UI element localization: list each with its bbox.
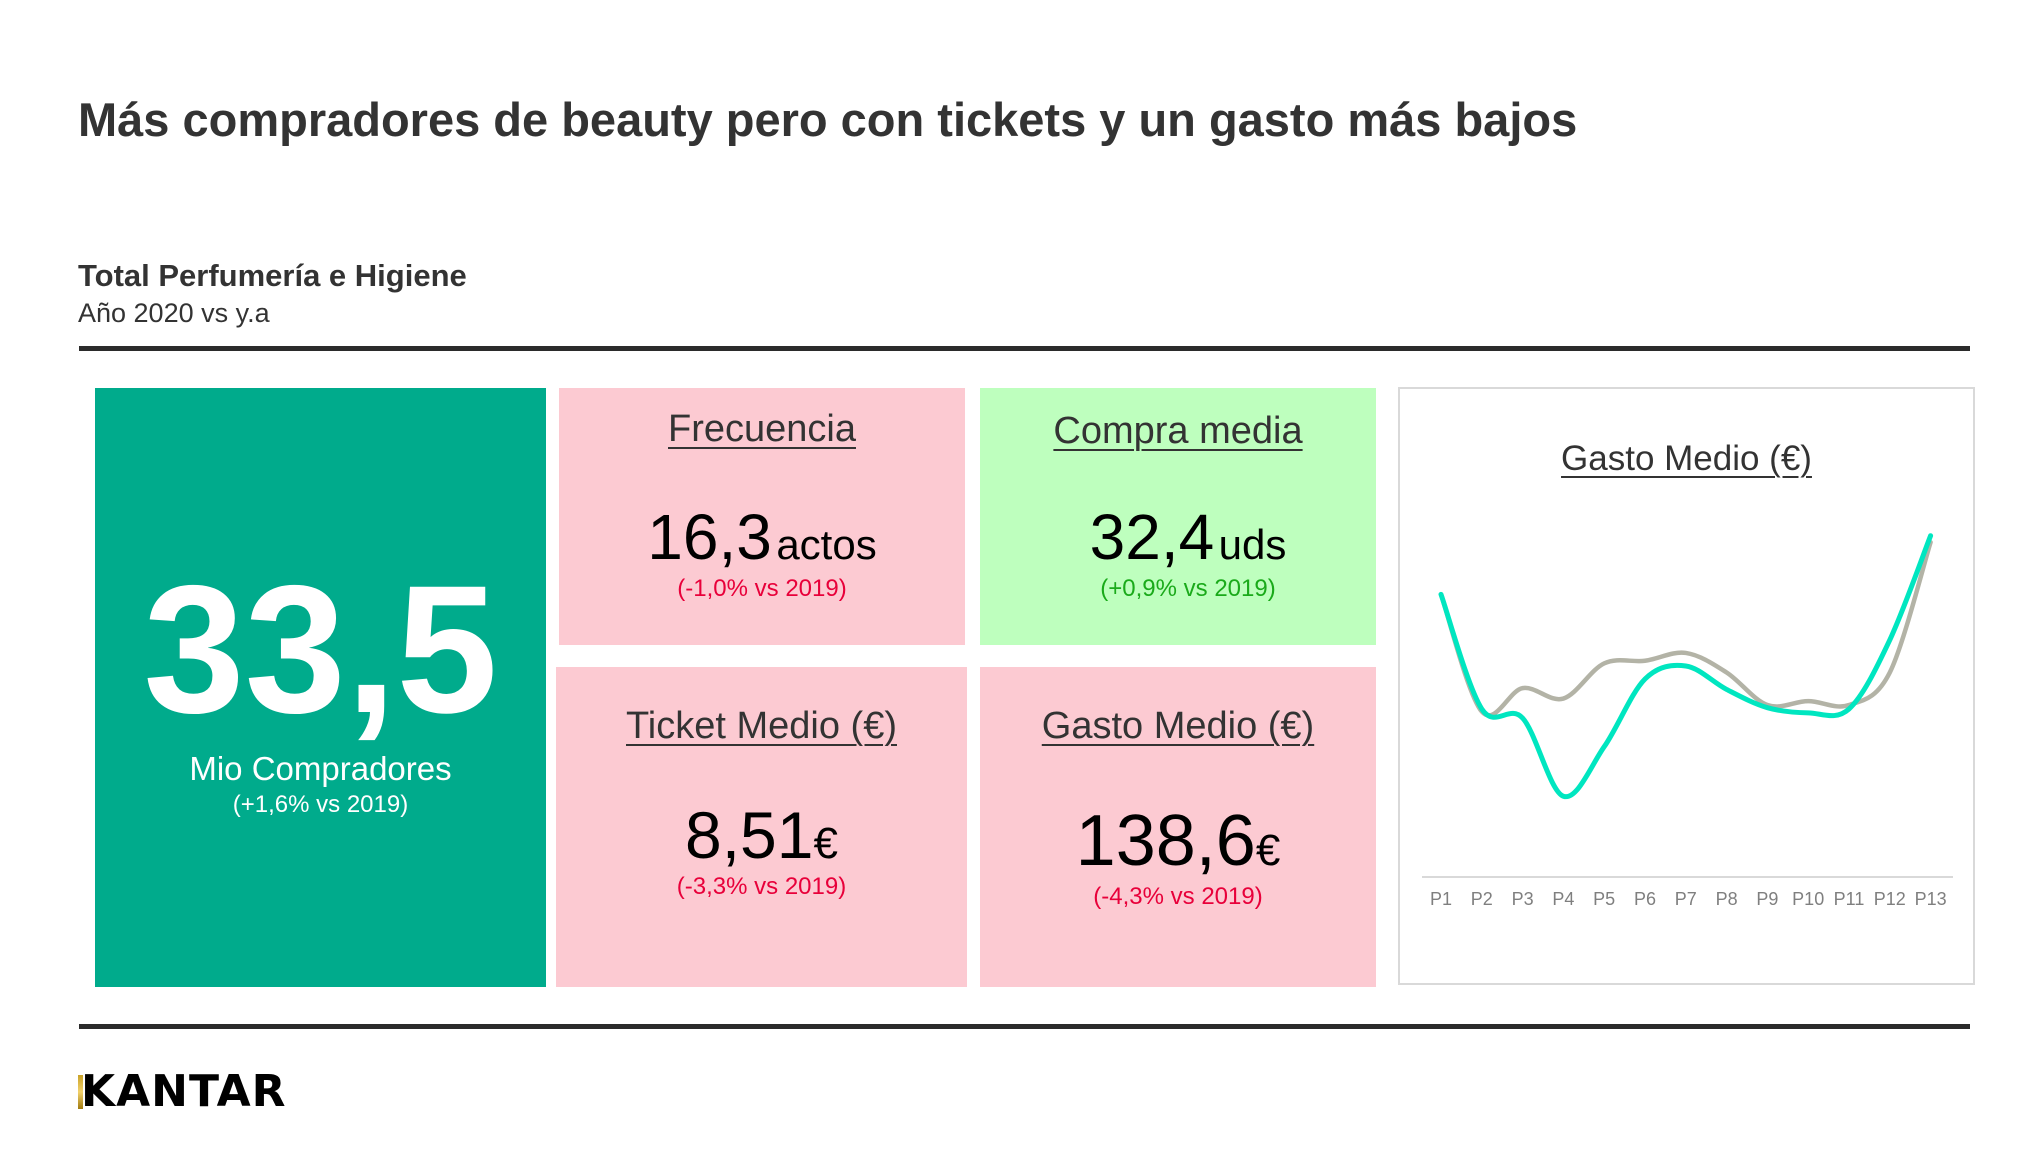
x-tick-label: P9 bbox=[1756, 889, 1778, 909]
x-tick-label: P4 bbox=[1552, 889, 1574, 909]
series-line-previous bbox=[1438, 539, 1933, 718]
x-tick-label: P12 bbox=[1874, 889, 1906, 909]
kantar-logo: KANTAR bbox=[78, 1066, 287, 1117]
kpi-title: Frecuencia bbox=[668, 408, 856, 450]
kpi-value: 33,5 bbox=[143, 547, 498, 751]
gasto-medio-chart: Gasto Medio (€) P1 P2 P3 P4 P5 P6 P7 P8 P9 P10 P11… bbox=[1398, 387, 1975, 985]
kpi-title: Ticket Medio (€) bbox=[626, 705, 897, 747]
kpi-unit: € bbox=[1255, 826, 1281, 875]
kpi-delta: (+0,9% vs 2019) bbox=[1100, 575, 1276, 602]
kpi-compradores: 33,5 Mio Compradores (+1,6% vs 2019) bbox=[95, 388, 546, 987]
period-label: Año 2020 vs y.a bbox=[78, 298, 270, 328]
kpi-value: 16,3 bbox=[647, 501, 772, 573]
kpi-value: 138,6 bbox=[1075, 801, 1256, 881]
kpi-value: 32,4 bbox=[1089, 501, 1215, 573]
kpi-unit: uds bbox=[1218, 521, 1287, 568]
kpi-gasto-medio: Gasto Medio (€) 138,6€ (-4,3% vs 2019) bbox=[980, 667, 1376, 987]
bottom-divider bbox=[79, 1024, 1970, 1029]
x-tick-label: P11 bbox=[1834, 889, 1865, 909]
kpi-title: Compra media bbox=[1053, 410, 1303, 452]
kpi-delta: (-3,3% vs 2019) bbox=[676, 873, 847, 900]
kpi-compra-media: Compra media 32,4 uds (+0,9% vs 2019) bbox=[980, 388, 1376, 645]
kpi-unit: € bbox=[813, 819, 838, 868]
x-tick-label: P3 bbox=[1512, 889, 1534, 909]
x-tick-label: P1 bbox=[1430, 889, 1452, 909]
kpi-frecuencia: Frecuencia 16,3 actos (-1,0% vs 2019) bbox=[559, 388, 965, 645]
kpi-title: Gasto Medio (€) bbox=[1041, 705, 1315, 747]
x-tick-label: P13 bbox=[1915, 889, 1947, 909]
kpi-value: 8,51 bbox=[685, 798, 814, 872]
x-tick-label: P5 bbox=[1593, 889, 1615, 909]
line-chart: P1 P2 P3 P4 P5 P6 P7 P8 P9 P10 P11 P12 P13 bbox=[1422, 533, 1953, 909]
chart-title: Gasto Medio (€) bbox=[1561, 439, 1812, 478]
x-tick-label: P6 bbox=[1634, 889, 1656, 909]
kpi-delta: (-1,0% vs 2019) bbox=[677, 575, 847, 602]
kpi-unit: actos bbox=[776, 521, 877, 568]
kpi-delta: (+1,6% vs 2019) bbox=[232, 791, 409, 818]
kpi-label: Mio Compradores bbox=[189, 750, 452, 787]
section-subtitle: Total Perfumería e Higiene bbox=[78, 258, 467, 293]
kpi-delta: (-4,3% vs 2019) bbox=[1093, 883, 1263, 910]
x-tick-label: P8 bbox=[1716, 889, 1738, 909]
x-tick-label: P7 bbox=[1675, 889, 1697, 909]
top-divider bbox=[79, 346, 1970, 351]
kpi-ticket-medio: Ticket Medio (€) 8,51€ (-3,3% vs 2019) bbox=[556, 667, 967, 987]
x-tick-label: P2 bbox=[1471, 889, 1493, 909]
series-line-current bbox=[1438, 533, 1934, 799]
x-tick-label: P10 bbox=[1792, 889, 1824, 909]
page-title: Más compradores de beauty pero con ticke… bbox=[78, 93, 1578, 146]
